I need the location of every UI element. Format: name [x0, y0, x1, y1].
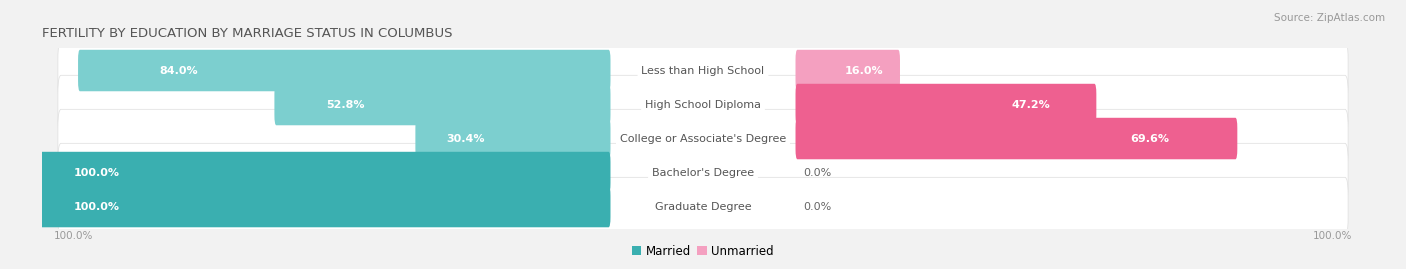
Text: 100.0%: 100.0% [73, 168, 120, 178]
Text: 100.0%: 100.0% [73, 201, 120, 211]
Text: 52.8%: 52.8% [326, 100, 364, 109]
Text: College or Associate's Degree: College or Associate's Degree [620, 133, 786, 144]
FancyBboxPatch shape [0, 186, 610, 227]
FancyBboxPatch shape [58, 177, 1348, 236]
Text: Graduate Degree: Graduate Degree [655, 201, 751, 211]
Text: FERTILITY BY EDUCATION BY MARRIAGE STATUS IN COLUMBUS: FERTILITY BY EDUCATION BY MARRIAGE STATU… [42, 27, 453, 40]
Text: 0.0%: 0.0% [804, 168, 832, 178]
FancyBboxPatch shape [796, 84, 1097, 125]
FancyBboxPatch shape [58, 143, 1348, 202]
Text: 0.0%: 0.0% [804, 201, 832, 211]
Text: 69.6%: 69.6% [1130, 133, 1170, 144]
Text: Source: ZipAtlas.com: Source: ZipAtlas.com [1274, 13, 1385, 23]
FancyBboxPatch shape [796, 118, 1237, 159]
Text: 47.2%: 47.2% [1011, 100, 1050, 109]
Legend: Married, Unmarried: Married, Unmarried [627, 240, 779, 262]
FancyBboxPatch shape [415, 118, 610, 159]
FancyBboxPatch shape [796, 50, 900, 91]
Text: 84.0%: 84.0% [159, 66, 198, 76]
FancyBboxPatch shape [58, 109, 1348, 168]
Text: 30.4%: 30.4% [446, 133, 485, 144]
FancyBboxPatch shape [79, 50, 610, 91]
Text: Bachelor's Degree: Bachelor's Degree [652, 168, 754, 178]
Text: High School Diploma: High School Diploma [645, 100, 761, 109]
Text: 16.0%: 16.0% [845, 66, 883, 76]
Text: Less than High School: Less than High School [641, 66, 765, 76]
FancyBboxPatch shape [58, 75, 1348, 134]
FancyBboxPatch shape [58, 41, 1348, 100]
FancyBboxPatch shape [0, 152, 610, 193]
FancyBboxPatch shape [274, 84, 610, 125]
